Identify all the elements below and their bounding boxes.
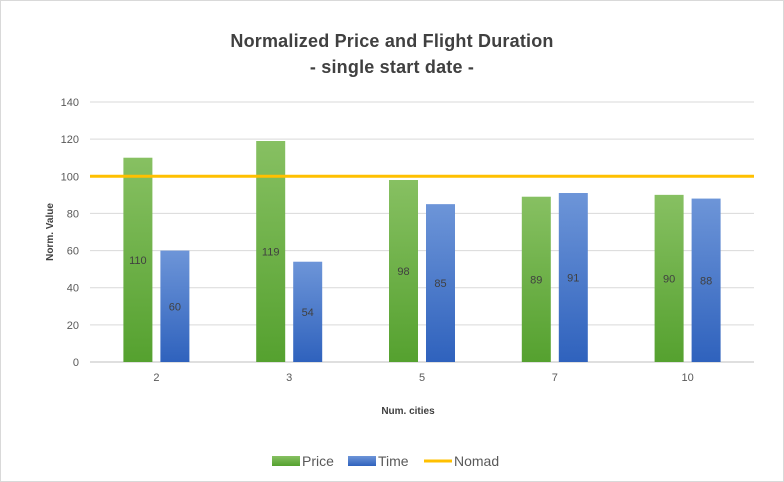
data-label-time: 54 [302, 307, 314, 319]
bar-time [691, 198, 721, 362]
legend-label: Time [378, 453, 409, 469]
chart-title: Normalized Price and Flight Duration [230, 31, 554, 51]
chart-subtitle: - single start date - [309, 57, 475, 77]
x-tick-label: 3 [286, 372, 292, 384]
data-label-price: 90 [663, 273, 675, 285]
y-tick-label: 60 [67, 246, 79, 258]
y-tick-label: 80 [67, 208, 79, 220]
data-label-time: 85 [434, 278, 446, 290]
bar-price [389, 180, 418, 362]
bar-time [426, 204, 455, 362]
bar-price [521, 196, 551, 362]
label-layer: 110 119 98 89 90 60 54 85 91 88 [129, 247, 712, 319]
legend-item-nomad: Nomad [424, 453, 499, 469]
legend-item-price: Price [272, 453, 334, 469]
data-label-price: 110 [129, 255, 147, 267]
x-tick-label: 10 [681, 372, 693, 384]
data-label-price: 89 [530, 274, 542, 286]
legend-item-time: Time [348, 453, 409, 469]
bar-time [293, 261, 323, 362]
legend-swatch [272, 456, 300, 466]
data-label-price: 119 [262, 247, 280, 259]
bar-price [256, 141, 286, 362]
bar-layer [123, 141, 721, 362]
grid-layer [90, 101, 754, 363]
y-tick-label: 140 [61, 97, 79, 109]
y-tick-label: 100 [61, 171, 79, 183]
axis-layer: 0 20 40 60 80 100 120 140 2 3 5 7 10 Num. cities Norm.… [45, 97, 694, 417]
y-tick-label: 120 [61, 134, 79, 146]
bar-time [160, 250, 190, 362]
y-tick-label: 20 [67, 320, 79, 332]
legend-label: Nomad [454, 453, 499, 469]
data-label-time: 60 [169, 301, 181, 313]
data-label-time: 88 [700, 275, 712, 287]
bar-time [558, 193, 588, 362]
x-tick-label: 5 [419, 372, 425, 384]
y-tick-label: 0 [73, 357, 79, 369]
x-tick-label: 2 [153, 372, 159, 384]
data-label-time: 91 [567, 273, 579, 285]
legend-swatch [348, 456, 376, 466]
data-label-price: 98 [397, 266, 409, 278]
y-axis-title: Norm. Value [45, 203, 56, 261]
y-tick-label: 40 [67, 283, 79, 295]
legend-label: Price [302, 453, 334, 469]
bar-price [654, 194, 684, 362]
legend: Price Time Nomad [272, 453, 499, 469]
bar-price [123, 157, 153, 362]
x-axis-title: Num. cities [381, 406, 435, 417]
x-tick-label: 7 [552, 372, 558, 384]
